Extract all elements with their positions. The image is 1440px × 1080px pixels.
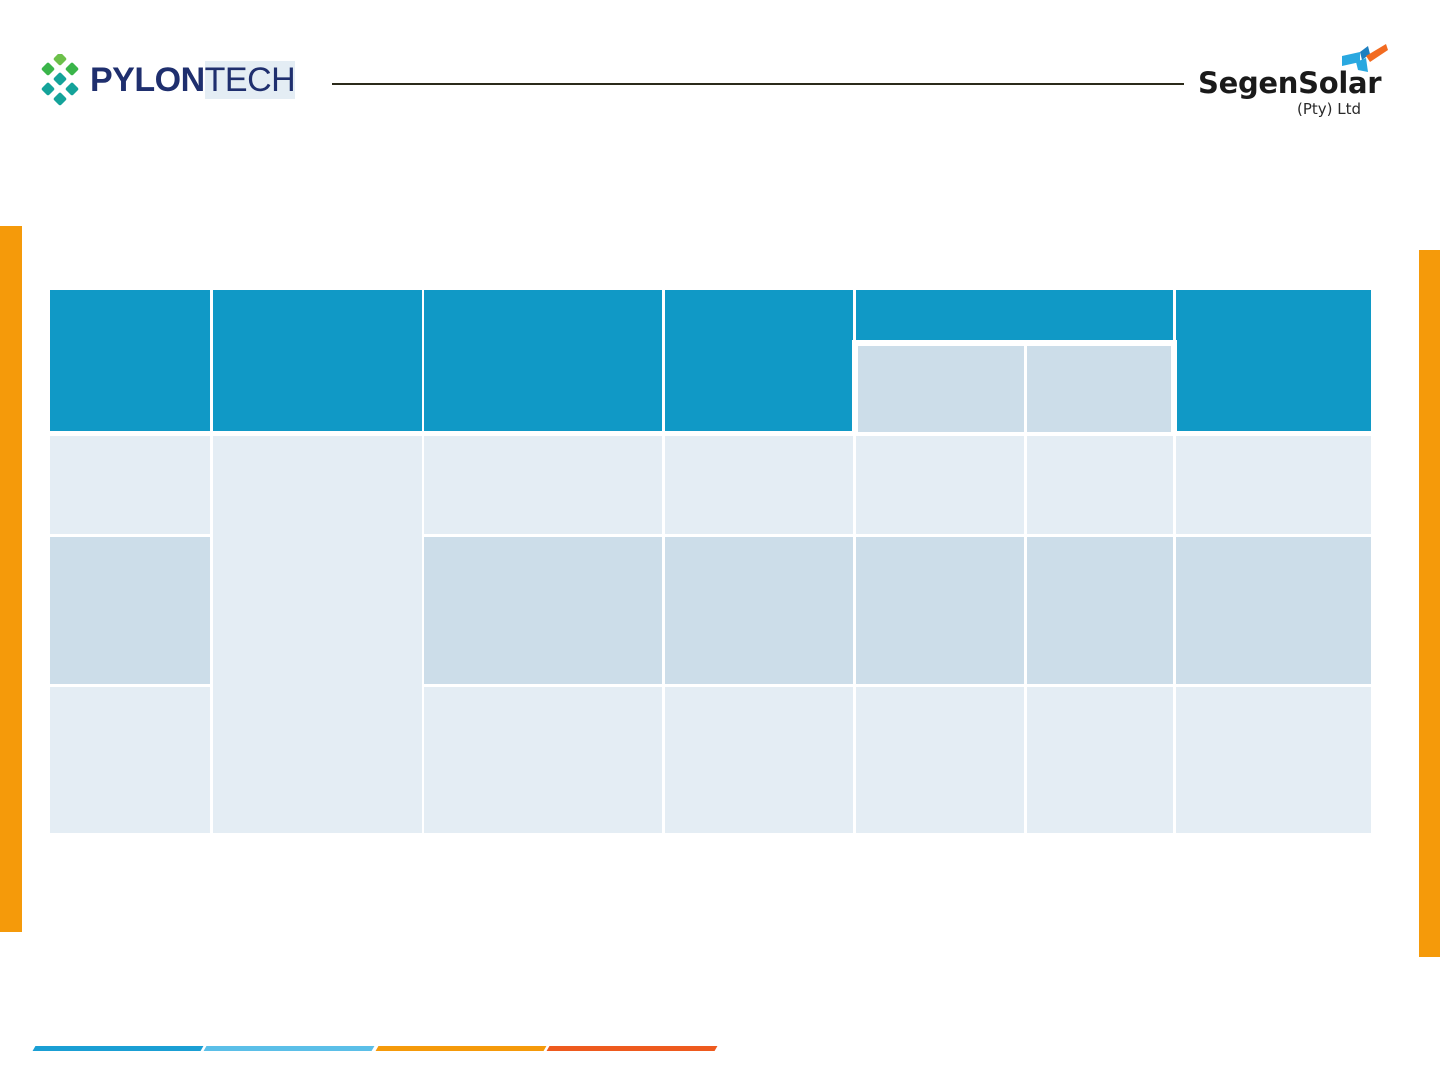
table-header-cell	[424, 290, 662, 431]
segen-solar-logo: SegenSolar (Pty) Ltd	[1196, 44, 1396, 120]
table-header-group-cell	[856, 290, 1173, 340]
header-divider	[332, 83, 1184, 85]
segen-wordmark: SegenSolar	[1198, 66, 1382, 100]
data-table	[50, 290, 1371, 835]
table-cell	[424, 436, 662, 534]
table-cell	[856, 436, 1024, 534]
table-cell	[1027, 687, 1173, 833]
table-cell	[665, 687, 853, 833]
table-header-cell	[213, 290, 422, 431]
right-accent-bar	[1419, 250, 1440, 957]
table-cell	[50, 436, 210, 534]
table-header-cell	[50, 290, 210, 431]
segen-star-icon	[1342, 44, 1388, 72]
stripe-blue	[32, 1046, 204, 1051]
table-cell	[424, 537, 662, 684]
table-cell	[665, 436, 853, 534]
table-cell	[856, 687, 1024, 833]
pylontech-wordmark: PYLONTECH	[90, 61, 296, 99]
table-cell	[1027, 537, 1173, 684]
table-merged-cell	[213, 436, 422, 833]
segen-subtext: (Pty) Ltd	[1297, 100, 1362, 118]
table-cell	[665, 537, 853, 684]
pylontech-mark-icon	[41, 54, 79, 106]
pylontech-logo: PYLONTECH	[38, 54, 298, 106]
left-accent-bar	[0, 226, 22, 932]
table-subheader-cell	[858, 346, 1024, 432]
table-cell	[1027, 436, 1173, 534]
stripe-orange	[375, 1046, 547, 1051]
table-cell	[1176, 537, 1371, 684]
table-header-cell	[665, 290, 853, 431]
table-cell	[856, 537, 1024, 684]
table-cell	[50, 537, 210, 684]
table-cell	[1176, 436, 1371, 534]
footer-color-stripes	[30, 1046, 730, 1054]
table-header-cell	[1176, 290, 1371, 431]
table-cell	[50, 687, 210, 833]
stripe-light-blue	[203, 1046, 375, 1051]
stripe-red-orange	[546, 1046, 718, 1051]
table-cell	[1176, 687, 1371, 833]
table-subheader-cell	[1027, 346, 1171, 432]
table-cell	[424, 687, 662, 833]
